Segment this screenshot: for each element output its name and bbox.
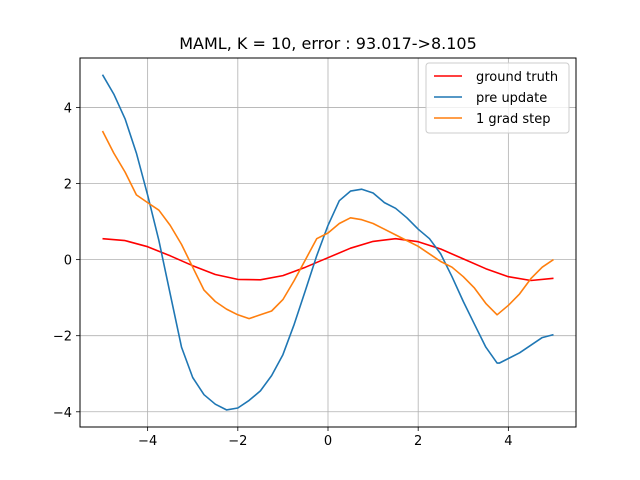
legend-label-pre-update: pre update <box>476 91 547 106</box>
x-tick-label: 0 <box>324 434 332 449</box>
chart-title: MAML, K = 10, error : 93.017->8.105 <box>179 34 477 53</box>
y-tick-label: 2 <box>64 178 72 193</box>
series-line-1-grad-step <box>101 130 554 320</box>
x-tick-label: 4 <box>504 434 512 449</box>
y-tick-label: −2 <box>53 330 72 345</box>
x-tick-label: −2 <box>228 434 247 449</box>
legend: ground truth pre update 1 grad step <box>425 62 570 134</box>
legend-label-ground-truth: ground truth <box>476 70 558 85</box>
series-lines <box>101 74 554 411</box>
y-tick-label: 0 <box>64 254 72 269</box>
x-tick-label: −4 <box>138 434 157 449</box>
legend-label-1-grad-step: 1 grad step <box>476 112 550 127</box>
series-line-ground-truth <box>102 237 554 282</box>
legend-box <box>425 62 570 134</box>
x-tick-label: 2 <box>414 434 422 449</box>
y-tick-label: −4 <box>53 406 72 421</box>
y-tick-label: 4 <box>64 101 72 116</box>
series-line-pre-update <box>101 74 554 411</box>
axis-ticks: −4 −2 0 2 4 −4 −2 0 2 4 <box>53 101 513 449</box>
